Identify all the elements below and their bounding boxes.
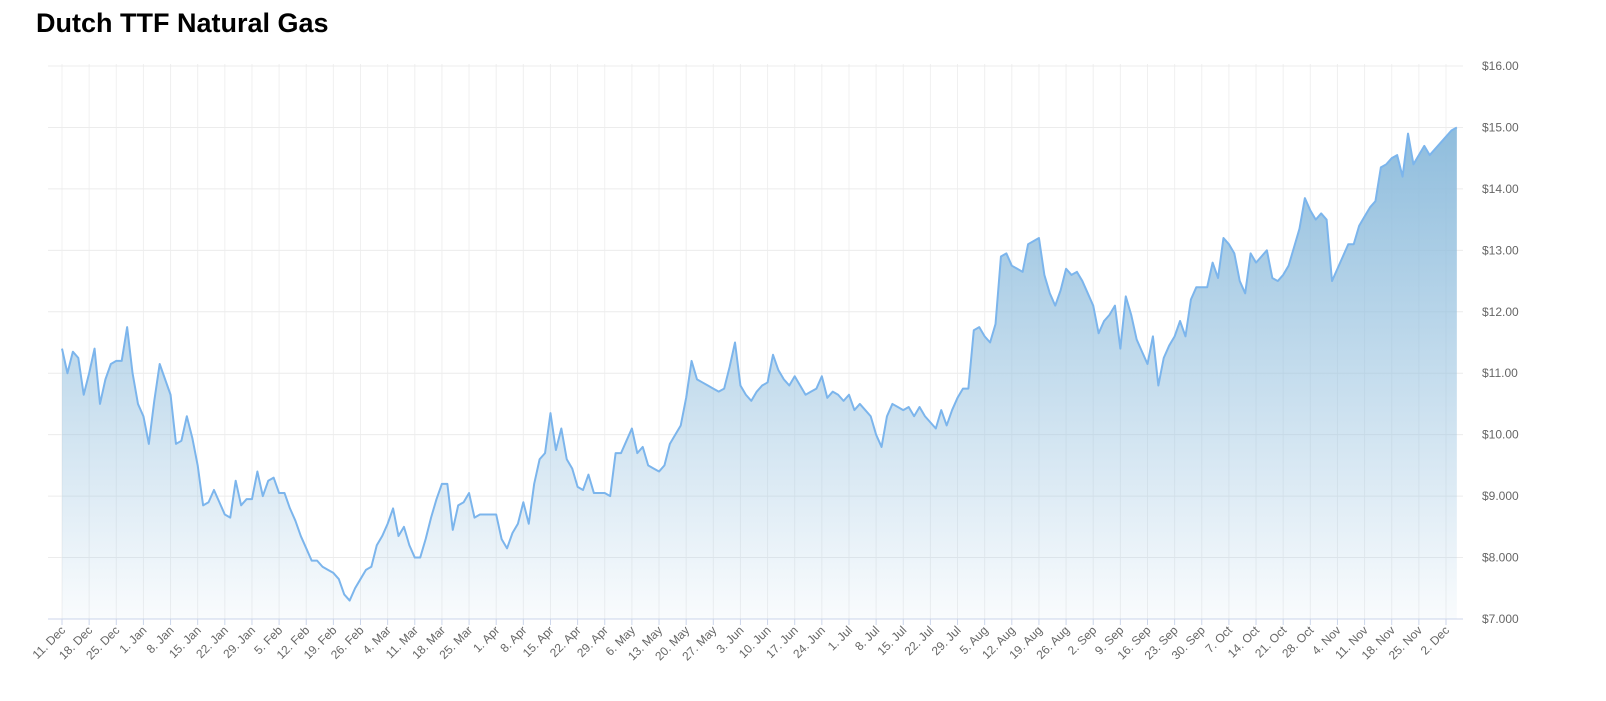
y-tick-label: $15.00 xyxy=(1482,120,1519,134)
x-tick-label: 1. Jan xyxy=(117,623,150,656)
y-tick-label: $8.000 xyxy=(1482,551,1519,565)
y-tick-label: $7.000 xyxy=(1482,612,1519,626)
x-tick-label: 29. Apr xyxy=(574,623,611,660)
x-tick-label: 2. Dec xyxy=(1418,623,1452,657)
x-tick-label: 28. Oct xyxy=(1279,623,1317,661)
x-tick-label: 1. Jul xyxy=(825,623,855,653)
y-tick-label: $13.00 xyxy=(1482,243,1519,257)
x-tick-label: 2. Sep xyxy=(1065,623,1100,658)
x-tick-label: 15. Jul xyxy=(874,623,909,658)
line xyxy=(61,126,1458,602)
y-tick-label: $11.00 xyxy=(1482,366,1518,380)
area xyxy=(62,127,1457,619)
x-tick-label: 1. Apr xyxy=(470,623,502,655)
y-tick-label: $10.00 xyxy=(1482,428,1519,442)
x-tick-label: 29. Jul xyxy=(929,623,964,658)
y-tick-label: $12.00 xyxy=(1482,305,1519,319)
y-tick-label: $16.00 xyxy=(1482,59,1519,73)
y-tick-label: $14.00 xyxy=(1482,182,1519,196)
y-tick-label: $9.000 xyxy=(1482,489,1519,503)
x-tick-label: 22. Jul xyxy=(902,623,937,658)
chart-title: Dutch TTF Natural Gas xyxy=(36,8,329,38)
